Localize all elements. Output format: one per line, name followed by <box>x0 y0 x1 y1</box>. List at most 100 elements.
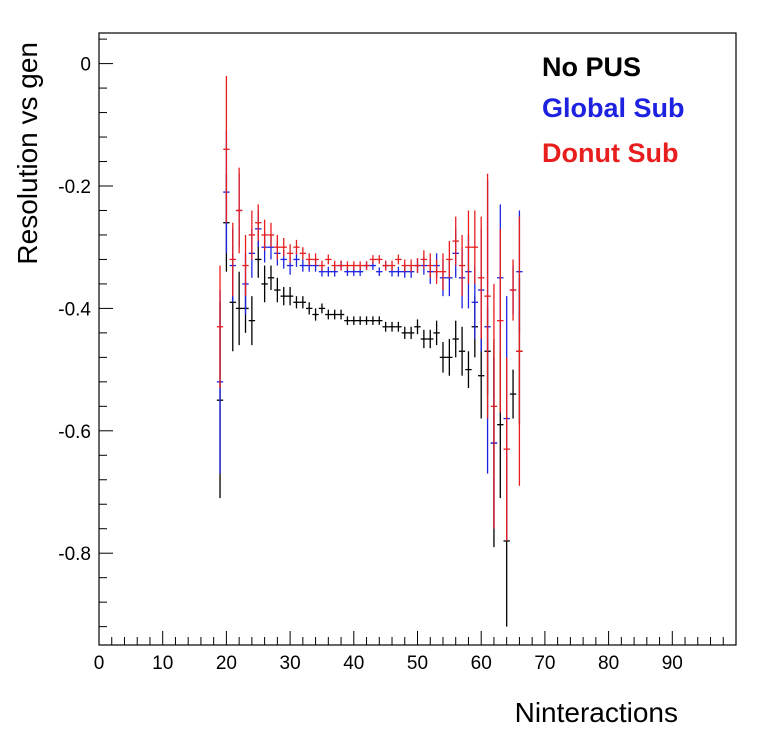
data-point <box>458 326 466 376</box>
data-point <box>299 247 307 260</box>
data-point <box>401 326 408 339</box>
x-tick-label: 80 <box>598 653 619 674</box>
data-point <box>261 265 268 303</box>
data-point <box>516 216 523 486</box>
data-point <box>356 316 364 325</box>
y-tick-label: -0.2 <box>58 177 91 198</box>
data-point <box>267 222 275 248</box>
plot-frame <box>98 32 737 646</box>
data-point <box>235 271 243 346</box>
data-point <box>299 259 307 272</box>
data-point <box>439 253 447 291</box>
x-tick-label: 50 <box>407 653 428 674</box>
data-point <box>216 265 224 388</box>
data-point <box>376 316 383 325</box>
data-point <box>369 255 377 264</box>
data-point <box>382 321 389 332</box>
x-tick-label: 20 <box>216 653 237 674</box>
data-point <box>433 259 440 284</box>
legend: No PUS Global Sub Donut Sub <box>542 52 685 168</box>
legend-entry-global-sub: Global Sub <box>542 93 685 123</box>
data-point <box>363 261 370 270</box>
data-point <box>248 210 256 260</box>
series-layer <box>216 75 523 627</box>
x-tick-label: 10 <box>152 653 173 674</box>
data-point <box>344 316 351 325</box>
data-point <box>452 216 459 266</box>
data-point <box>280 238 287 257</box>
data-point <box>503 357 510 541</box>
data-point <box>325 309 332 320</box>
data-point <box>465 210 472 284</box>
data-point <box>401 259 408 272</box>
data-point <box>509 259 517 321</box>
y-tick-label: -0.6 <box>58 422 91 443</box>
data-point <box>312 253 319 266</box>
x-tick-label: 70 <box>534 653 555 674</box>
data-point <box>274 234 281 260</box>
data-point <box>350 316 357 325</box>
data-point <box>407 259 415 272</box>
x-axis: 0 10 20 30 40 50 60 70 80 90 <box>94 631 724 674</box>
data-point <box>255 204 262 242</box>
data-point <box>337 309 345 320</box>
data-point <box>427 329 434 349</box>
data-point <box>306 253 313 266</box>
data-point <box>414 258 421 273</box>
data-point <box>509 369 517 419</box>
data-point <box>356 261 364 270</box>
data-point <box>395 321 402 332</box>
data-point <box>306 302 313 315</box>
data-point <box>478 216 485 339</box>
data-point <box>446 339 453 376</box>
data-point <box>433 320 440 346</box>
data-point <box>325 254 332 265</box>
y-axis-title: Resolution vs gen <box>12 42 43 265</box>
data-point <box>286 286 294 306</box>
data-point <box>325 266 332 277</box>
series-donut-sub <box>216 75 523 541</box>
data-point <box>229 222 236 297</box>
x-tick-label: 0 <box>94 653 105 674</box>
data-point <box>446 241 453 278</box>
y-axis: 0 -0.2 -0.4 -0.6 -0.8 <box>58 38 113 628</box>
data-point <box>471 210 479 284</box>
data-point <box>248 296 256 346</box>
data-point <box>465 351 472 388</box>
y-tick-label: -0.8 <box>58 544 91 565</box>
data-point <box>376 267 383 276</box>
x-tick-label: 30 <box>280 653 301 674</box>
y-tick-label: 0 <box>80 55 91 76</box>
series-no-pus <box>216 173 523 627</box>
data-point <box>267 265 275 291</box>
data-point <box>382 260 389 271</box>
data-point <box>407 326 415 339</box>
y-tick-label: -0.4 <box>58 299 91 320</box>
x-axis-title: Ninteractions <box>515 697 678 728</box>
data-point <box>376 255 383 264</box>
data-point <box>293 296 300 309</box>
data-point <box>420 250 428 269</box>
data-point <box>318 260 326 271</box>
data-point <box>293 239 300 255</box>
data-point <box>388 260 396 271</box>
data-point <box>439 342 447 373</box>
data-point <box>420 329 428 349</box>
data-point <box>223 75 230 223</box>
data-point <box>344 261 351 270</box>
data-point <box>484 173 491 419</box>
data-point <box>299 296 307 309</box>
x-tick-label: 60 <box>471 653 492 674</box>
data-point <box>395 254 402 265</box>
data-point <box>337 260 345 271</box>
x-tick-label: 90 <box>662 653 683 674</box>
data-point <box>331 260 338 271</box>
data-point <box>395 266 402 277</box>
data-point <box>242 234 249 297</box>
series-global-sub <box>216 130 523 541</box>
data-point <box>490 283 498 529</box>
data-point <box>427 253 434 278</box>
data-point <box>318 303 326 314</box>
data-point <box>452 320 459 358</box>
